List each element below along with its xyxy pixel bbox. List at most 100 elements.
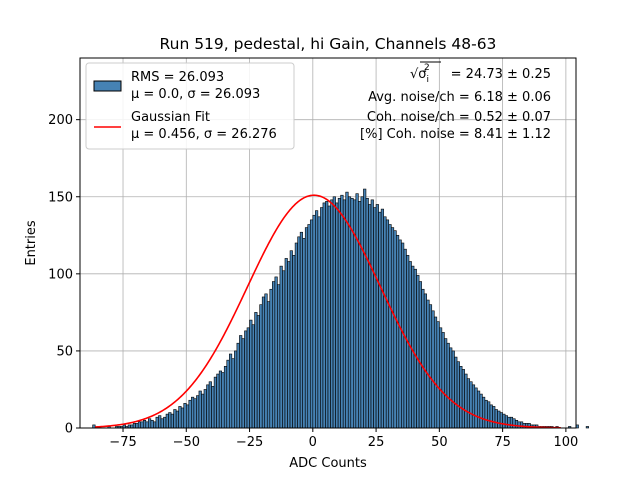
histogram-bar — [185, 404, 190, 429]
x-tick-label: 75 — [494, 435, 511, 450]
histogram-bar — [201, 393, 205, 429]
histogram-bar — [168, 412, 172, 429]
legend-box — [85, 62, 295, 150]
histogram-bar — [345, 191, 349, 429]
histogram-bar — [322, 202, 326, 429]
histogram-bar — [375, 204, 379, 429]
histogram-bar — [378, 211, 382, 429]
histogram-bar — [287, 261, 291, 429]
annotation-sigma-sum: √σi 2 = 24.73 ± 0.25 — [410, 61, 551, 85]
annotation-avg-noise: Avg. noise/ch = 6.18 ± 0.06 — [368, 90, 551, 105]
histogram-bar — [236, 342, 240, 429]
histogram-bar — [368, 204, 372, 429]
chart-title: Run 519, pedestal, hi Gain, Channels 48-… — [160, 35, 497, 53]
histogram-bar — [148, 418, 152, 429]
histogram-bar — [239, 335, 243, 429]
histogram-bar — [499, 412, 503, 429]
histogram-bar — [342, 199, 347, 429]
histogram-bar — [241, 338, 245, 429]
annotation-coh-noise: Coh. noise/ch = 0.52 ± 0.07 — [367, 110, 551, 125]
histogram-bar — [335, 202, 339, 429]
histogram-bar — [474, 387, 478, 429]
histogram-bar — [206, 384, 210, 429]
histogram-bar — [413, 268, 417, 429]
x-tick-label: 50 — [431, 435, 448, 450]
histogram-bar — [304, 227, 309, 429]
y-tick-label: 200 — [48, 113, 73, 128]
y-tick-label: 0 — [65, 422, 73, 437]
histogram-bar — [514, 419, 519, 429]
x-tick-label: 100 — [553, 435, 578, 450]
histogram-bar — [355, 193, 359, 429]
histogram-bar — [446, 342, 450, 429]
histogram-bar — [469, 381, 473, 429]
histogram-bar — [471, 384, 476, 429]
x-tick-label: 25 — [368, 435, 385, 450]
histogram-bar — [256, 315, 260, 429]
histogram-bar — [307, 224, 311, 429]
histogram-bar — [274, 276, 278, 429]
histogram-bar — [444, 338, 448, 429]
histogram-bar — [137, 421, 142, 429]
histogram-bar — [160, 418, 164, 429]
histogram-bar — [383, 216, 387, 429]
histogram-bar — [477, 390, 481, 429]
histogram-bar — [244, 330, 248, 429]
x-tick-label: −75 — [109, 435, 136, 450]
histogram-bar — [173, 409, 177, 429]
y-tick-label: 150 — [48, 190, 73, 205]
legend-fit-label: Gaussian Fit — [131, 110, 210, 125]
histogram-bar — [365, 197, 369, 429]
histogram-bar — [155, 416, 159, 429]
x-tick-label: 0 — [309, 435, 317, 450]
gaussian-fit-curve — [95, 194, 561, 429]
histogram-bar — [360, 196, 364, 429]
histogram-bar — [175, 410, 179, 429]
y-axis-ticks: 0 50 100 150 200 — [48, 113, 80, 437]
histogram-bar — [325, 201, 329, 429]
histogram-bar — [254, 312, 258, 429]
histogram-bar — [208, 381, 212, 429]
histogram-bar — [226, 359, 230, 429]
histogram-bar — [492, 406, 496, 429]
legend-bar-stats: μ = 0.0, σ = 26.093 — [131, 87, 260, 102]
histogram-bar — [340, 194, 344, 429]
x-axis-ticks: −75 −50 −25 0 25 50 75 100 — [109, 428, 578, 450]
histogram-bar — [585, 426, 589, 429]
histogram-bar — [269, 288, 273, 429]
histogram-bar — [494, 409, 498, 429]
histogram-bar — [428, 304, 433, 429]
histogram-bar — [332, 196, 336, 429]
histogram-bar — [193, 398, 197, 429]
histogram-bar — [234, 350, 238, 429]
histogram-bars — [92, 188, 589, 429]
histogram-bar — [132, 423, 136, 429]
histogram-bar — [426, 299, 430, 429]
histogram-bar — [188, 399, 192, 429]
histogram-bar — [459, 366, 463, 429]
histogram-bar — [294, 242, 298, 429]
histogram-bar — [158, 415, 162, 429]
histogram-bar — [370, 199, 374, 429]
histogram-bar — [309, 219, 314, 429]
histogram-bar — [183, 403, 187, 429]
histogram-bar — [178, 406, 182, 429]
histogram-bar — [198, 390, 202, 429]
histogram-bar — [317, 216, 321, 429]
histogram-bar — [363, 188, 367, 429]
histogram-bar — [327, 205, 331, 429]
histogram-bar — [482, 396, 486, 429]
histogram-bar — [436, 321, 440, 429]
histogram-bar — [229, 353, 233, 429]
legend-bar-swatch — [93, 80, 122, 92]
histogram-bar — [398, 239, 402, 429]
histogram-bar — [221, 372, 225, 429]
histogram-bar — [302, 238, 306, 429]
histogram-bar — [284, 258, 288, 429]
annotation-coh-noise-percent: [%] Coh. noise = 8.41 ± 1.12 — [360, 127, 551, 142]
histogram-bar — [251, 324, 255, 429]
histogram-bar — [297, 236, 301, 429]
histogram-bar — [380, 208, 384, 429]
histogram-bar — [135, 423, 139, 429]
sigma-subscript: i — [427, 75, 430, 85]
